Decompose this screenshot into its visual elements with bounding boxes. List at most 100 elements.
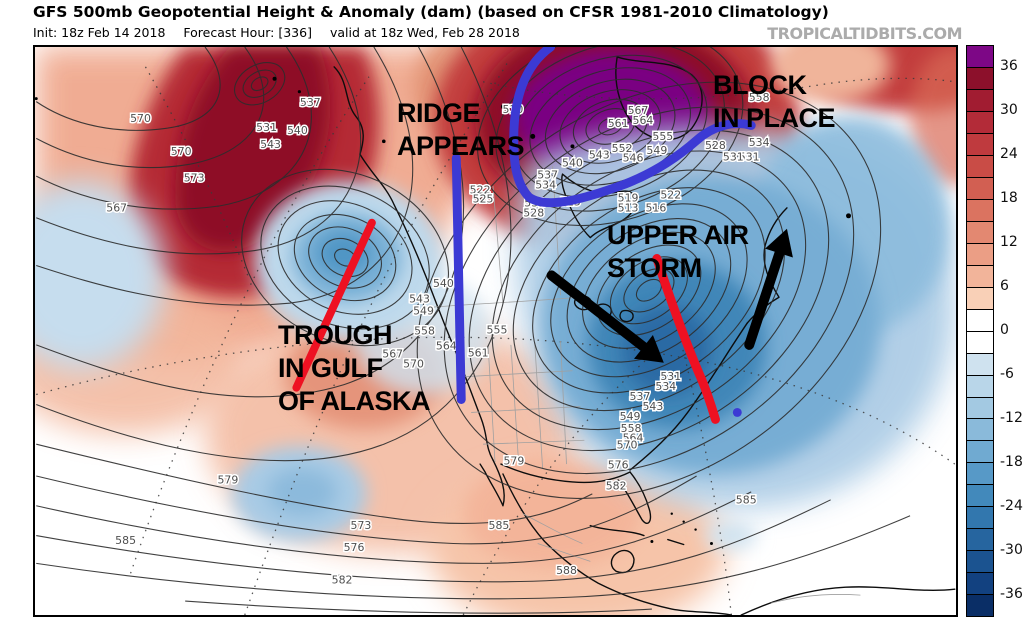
contour-label: 519 <box>618 191 639 204</box>
contour-label: 573 <box>351 519 372 532</box>
colorbar-tick-label: -36 <box>1000 586 1023 602</box>
graticule <box>36 61 956 615</box>
colorbar-tick-label: 36 <box>1000 58 1018 74</box>
contour-label: 537 <box>630 390 651 403</box>
colorbar-cell <box>967 485 993 508</box>
contour-label: 540 <box>433 277 454 290</box>
trough-axis-line-west <box>292 218 376 392</box>
annotation-ridge: RIDGE APPEARS <box>397 98 525 161</box>
contour-label: 522 <box>660 188 681 201</box>
init-time: Init: 18z Feb 14 2018 <box>33 25 166 40</box>
contour-label: 540 <box>287 124 308 137</box>
contour-label: 540 <box>562 157 583 170</box>
contour-label: 534 <box>655 380 676 393</box>
colorbar-cell <box>967 595 993 617</box>
colorbar-cell <box>967 133 993 156</box>
contour-label: 537 <box>537 169 558 182</box>
colorbar-tick-label: -18 <box>1000 454 1023 470</box>
contour-label: 561 <box>468 346 489 359</box>
colorbar-tick-label: 0 <box>1000 322 1009 338</box>
contour-label: 531 <box>256 121 277 134</box>
contour-label: 513 <box>618 201 639 214</box>
contour-label: 585 <box>489 519 510 532</box>
colorbar-cell <box>967 529 993 552</box>
contour-label: 543 <box>260 138 281 151</box>
colorbar-cell <box>967 419 993 442</box>
contour-label: 543 <box>589 149 610 162</box>
contour-label: 579 <box>503 455 524 468</box>
contour-label: 528 <box>705 139 726 152</box>
colorbar-cell <box>967 243 993 266</box>
colorbar-cell <box>967 463 993 486</box>
colorbar-tick-label: 24 <box>1000 146 1018 162</box>
colorbar-tick-label: -12 <box>1000 410 1023 426</box>
colorbar-cell <box>967 265 993 288</box>
annotation-lines <box>292 47 793 424</box>
colorbar-cell <box>967 507 993 530</box>
colorbar-cell <box>967 397 993 420</box>
contour-label: 537 <box>300 96 321 109</box>
storm-motion-arrow-north <box>744 228 793 350</box>
map-panel: 570 570 573 567 537 531 540 543 510 558 534 528 531 5… <box>33 45 958 617</box>
contour-label: 555 <box>652 130 673 143</box>
contour-label: 531 <box>739 151 760 164</box>
colorbar-cell <box>967 441 993 464</box>
contour-label: 564 <box>436 339 457 352</box>
run-info: Init: 18z Feb 14 2018 Forecast Hour: [336… <box>33 25 538 40</box>
contour-label: 588 <box>556 564 577 577</box>
contour-label: 531 <box>723 151 744 164</box>
contour-label: 534 <box>749 136 770 149</box>
contour-label: 558 <box>414 325 435 338</box>
contour-label: 516 <box>645 201 666 214</box>
contour-label: 534 <box>535 179 556 192</box>
trough-axis-line-east <box>652 254 720 424</box>
contour-label: 549 <box>646 144 667 157</box>
contour-label: 570 <box>403 357 424 370</box>
contour-label: 582 <box>332 574 353 587</box>
annotation-block: BLOCK IN PLACE <box>713 70 836 133</box>
contour-label: 531 <box>660 370 681 383</box>
contour-label: 576 <box>344 541 365 554</box>
contour-label: 570 <box>171 145 192 158</box>
colorbar-cell <box>967 309 993 332</box>
contour-label: 522 <box>470 183 491 196</box>
block-outline-line <box>509 47 756 208</box>
height-contours <box>35 47 911 614</box>
contour-label: 570 <box>617 439 638 452</box>
colorbar-cell <box>967 177 993 200</box>
contour-label: 525 <box>473 192 494 205</box>
ridge-axis-line <box>451 153 466 404</box>
colorbar-tick-label: 18 <box>1000 190 1018 206</box>
colorbar-tick-label: 12 <box>1000 234 1018 250</box>
contour-label: 543 <box>409 293 430 306</box>
colorbar-cell <box>967 155 993 178</box>
contour-label: 528 <box>523 206 544 219</box>
contour-label: 582 <box>606 479 627 492</box>
colorbar-tick-label: -24 <box>1000 498 1023 514</box>
valid-time: valid at 18z Wed, Feb 28 2018 <box>329 25 520 40</box>
anomaly-colorbar <box>966 45 994 617</box>
annotation-storm: UPPER AIR STORM <box>607 220 749 283</box>
contour-label: 570 <box>130 112 151 125</box>
colorbar-cell <box>967 89 993 112</box>
contour-label: 555 <box>487 324 508 337</box>
colorbar-cell <box>967 199 993 222</box>
storm-motion-arrow-southeast <box>546 270 664 363</box>
forecast-hour: Forecast Hour: [336] <box>183 25 312 40</box>
contour-label: 543 <box>642 400 663 413</box>
anomaly-shading <box>35 47 956 615</box>
contour-label: 576 <box>608 459 629 472</box>
contour-label: 561 <box>608 117 629 130</box>
contour-label: 567 <box>382 347 403 360</box>
contour-label: 567 <box>106 201 127 214</box>
contour-label: 585 <box>115 534 136 547</box>
contour-label: 564 <box>623 432 644 445</box>
colorbar-cell <box>967 353 993 376</box>
colorbar-cell <box>967 331 993 354</box>
contour-label: 573 <box>184 172 205 185</box>
colorbar-cell <box>967 221 993 244</box>
site-watermark: TROPICALTIDBITS.COM <box>767 24 962 43</box>
colorbar-cell <box>967 375 993 398</box>
contour-label: 585 <box>736 493 757 506</box>
contour-label: 567 <box>628 104 649 117</box>
